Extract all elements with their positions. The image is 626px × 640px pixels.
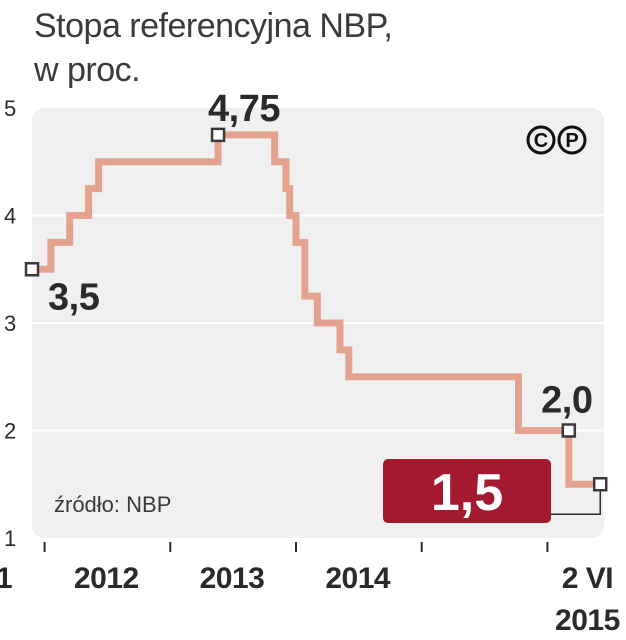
- y-tick-label: 1: [4, 526, 16, 551]
- data-label: 3,5: [48, 276, 100, 318]
- highlight-box: [383, 459, 551, 523]
- source-label: źródło: NBP: [54, 492, 171, 517]
- copyright-letter: C: [534, 130, 548, 152]
- x-tick-label: 2015: [555, 604, 620, 637]
- y-tick-label: 5: [4, 96, 16, 121]
- chart-title-line2: w proc.: [34, 51, 141, 89]
- x-tick-label: 2011: [0, 562, 12, 595]
- data-label: 2,0: [541, 380, 592, 422]
- highlight-connector: [550, 484, 601, 515]
- x-tick-label: 2013: [200, 562, 265, 595]
- y-tick-label: 2: [4, 419, 16, 444]
- data-marker: [24, 262, 40, 277]
- copyright-circle: [526, 125, 556, 155]
- x-tick-label: 2012: [74, 562, 139, 595]
- highlight-value: 1,5: [431, 464, 503, 522]
- data-marker: [592, 477, 608, 492]
- y-tick-label: 3: [4, 311, 16, 336]
- series-line: [32, 131, 601, 488]
- chart-title-line1: Stopa referencyjna NBP,: [34, 7, 393, 45]
- y-tick-label: 4: [4, 204, 16, 229]
- copyright-letter: P: [565, 130, 578, 152]
- copyright-circle: [557, 125, 587, 155]
- data-label: 4,75: [208, 88, 280, 130]
- chart-title: Stopa referencyjna NBP, w proc.: [34, 4, 393, 92]
- data-marker: [210, 127, 226, 143]
- data-marker: [561, 423, 577, 438]
- x-tick-label: 2 VI: [562, 562, 613, 595]
- x-tick-label: 2014: [325, 562, 391, 595]
